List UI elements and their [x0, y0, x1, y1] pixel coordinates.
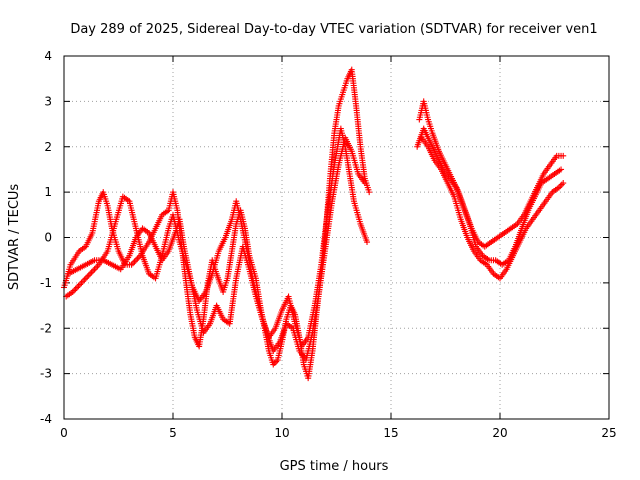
- x-tick-label: 20: [492, 426, 507, 440]
- y-tick-label: 2: [44, 140, 52, 154]
- data-point-plus-marker: [85, 272, 92, 279]
- data-point-plus-marker: [134, 255, 141, 262]
- chart-title: Day 289 of 2025, Sidereal Day-to-day VTE…: [70, 22, 597, 37]
- series-track-c: [65, 125, 371, 350]
- x-axis-label: GPS time / hours: [280, 459, 389, 474]
- data-point-plus-marker: [78, 279, 85, 286]
- data-point-plus-marker: [88, 269, 95, 276]
- data-point-plus-marker: [558, 166, 565, 173]
- x-tick-label: 10: [274, 426, 289, 440]
- axis-ticks: 0 5 10 15 20 25 -4 -3 -2 -1 0 1 2 3 4: [40, 49, 617, 440]
- y-axis-label: SDTVAR / TECUs: [7, 184, 22, 291]
- data-point-plus-marker: [79, 278, 86, 285]
- y-tick-label: 4: [44, 49, 52, 63]
- data-point-plus-marker: [75, 282, 82, 289]
- data-point-plus-marker: [82, 275, 89, 282]
- x-tick-label: 5: [169, 426, 177, 440]
- data-point-plus-marker: [84, 273, 91, 280]
- y-tick-label: 1: [44, 185, 52, 199]
- x-tick-label: 15: [383, 426, 398, 440]
- y-tick-label: 3: [44, 94, 52, 108]
- y-tick-label: -3: [40, 367, 52, 381]
- data-point-plus-marker: [364, 239, 371, 246]
- data-point-plus-marker: [94, 263, 101, 270]
- data-point-plus-marker: [91, 266, 98, 273]
- data-point-plus-marker: [558, 181, 565, 188]
- y-tick-label: -2: [40, 321, 52, 335]
- x-tick-label: 0: [60, 426, 68, 440]
- data-point-plus-marker: [72, 285, 79, 292]
- data-points: [61, 66, 567, 382]
- data-point-plus-marker: [90, 267, 97, 274]
- data-point-plus-marker: [560, 180, 567, 187]
- data-point-plus-marker: [131, 258, 138, 265]
- data-point-plus-marker: [366, 189, 373, 196]
- series-track-d: [416, 98, 567, 250]
- data-point-plus-marker: [132, 257, 139, 264]
- x-tick-label: 25: [601, 426, 616, 440]
- data-point-plus-marker: [560, 152, 567, 159]
- data-point-plus-marker: [130, 260, 137, 267]
- plot-frame: [63, 55, 610, 420]
- data-point-plus-marker: [87, 270, 94, 277]
- data-point-plus-marker: [92, 264, 99, 271]
- data-point-plus-marker: [81, 276, 88, 283]
- data-point-plus-marker: [76, 281, 83, 288]
- y-tick-label: -1: [40, 276, 52, 290]
- series-track-f: [414, 125, 565, 268]
- y-tick-label: 0: [44, 231, 52, 245]
- data-point-plus-marker: [361, 180, 368, 187]
- y-tick-label: -4: [40, 412, 52, 426]
- data-point-plus-marker: [74, 284, 81, 291]
